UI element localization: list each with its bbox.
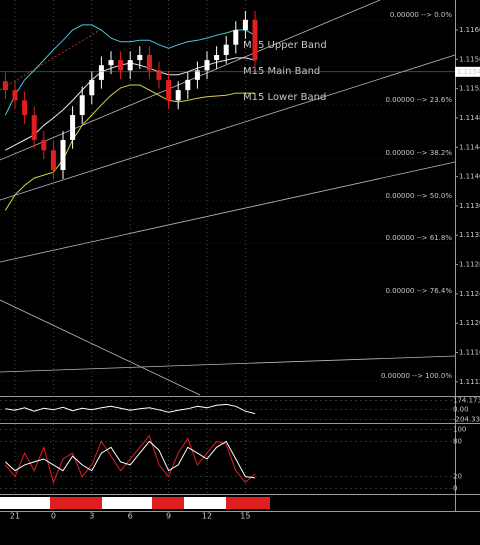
panel-frames [0,0,480,512]
fib-label: 0.00000 --> 38.2% [385,149,452,157]
y-tick-label: 1.11320 [459,231,480,239]
candle-body [214,54,220,61]
y-tick-label: 100 [453,426,466,434]
x-tick-label: 12 [202,512,212,521]
candle-body [156,70,162,80]
trend-line [0,299,201,396]
y-tick-label: 1.11160 [459,348,480,356]
trend-line [0,54,456,201]
candle-body [223,44,229,55]
candle-body [166,79,172,101]
candle-body [31,115,37,140]
trend-lines [0,0,456,396]
y-tick-label: 1.11400 [459,173,480,181]
series-line [5,440,256,479]
signal-block [50,497,102,509]
signal-block [152,497,184,509]
current-price-label: 1.11543 [457,68,480,76]
y-tick-label: 0.00 [453,405,469,413]
signal-block [226,497,270,509]
y-tick-label: 0 [453,484,457,492]
y-tick-label: 80 [453,437,462,445]
y-tick-label: 1.11200 [459,319,480,327]
candle-body [60,139,66,171]
x-tick-label: 3 [89,512,94,521]
candle-body [79,95,85,116]
candle-body [2,81,8,91]
y-tick-label: 1.11280 [459,261,480,269]
candle-body [185,79,191,91]
candle-body [137,54,143,61]
fib-label: 0.00000 --> 0.0% [390,11,452,19]
candle-body [194,70,200,80]
candle-body [146,54,152,71]
candle-body [89,79,95,96]
band-label: M15 Upper Band [243,40,327,51]
candle-body [175,90,181,101]
x-tick-label: 6 [128,512,133,521]
fib-label: 0.00000 --> 61.8% [385,234,452,242]
trend-line [0,161,456,263]
signal-strip [0,497,270,509]
series-line [5,403,256,415]
fib-label: 0.00000 --> 100.0% [381,372,452,380]
trend-line [0,355,456,373]
candle-body [50,150,56,171]
candle-body [41,139,47,151]
x-tick-label: 21 [10,512,20,521]
series-line [4,84,255,211]
fib-label: 0.00000 --> 23.6% [385,96,452,104]
band-label: M15 Lower Band [243,92,326,103]
candle-body [252,19,258,61]
signal-block [0,497,50,509]
signal-block [102,497,152,509]
series-line [4,24,256,116]
candle-body [98,65,104,80]
candle-body [233,30,239,45]
candle-body [127,60,133,71]
y-tick-label: 1.11240 [459,290,480,298]
candle-body [118,60,124,71]
candle-body [22,100,28,116]
x-tick-label: 0 [51,512,56,521]
y-tick-label: 1.11520 [459,85,480,93]
y-tick-label: -204.33 [453,415,480,423]
y-tick-label: 1.11120 [459,378,480,386]
y-tick-label: 1.11360 [459,202,480,210]
x-tick-label: 15 [240,512,250,521]
candle-body [70,115,76,140]
signal-block [184,497,226,509]
candle-body [12,90,18,101]
x-tick-label: 9 [166,512,171,521]
y-tick-label: 1.11560 [459,55,480,63]
current-price-box [455,66,480,77]
fib-label: 0.00000 --> 76.4% [385,287,452,295]
fib-label: 0.00000 --> 50.0% [385,192,452,200]
y-tick-label: 20 [453,473,462,481]
trend-line [0,29,101,91]
y-tick-label: 174.173 [453,397,480,405]
series-line [5,434,256,484]
y-tick-label: 1.11480 [459,114,480,122]
y-tick-label: 1.11440 [459,143,480,151]
y-tick-label: 1.11600 [459,26,480,34]
band-label: M15 Main Band [243,66,320,77]
candle-body [108,60,114,66]
candle-body [242,19,248,31]
candle-body [204,60,210,71]
